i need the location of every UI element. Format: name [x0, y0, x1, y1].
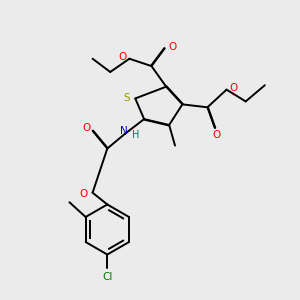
Text: O: O	[168, 42, 176, 52]
Text: O: O	[118, 52, 126, 62]
Text: O: O	[82, 123, 90, 133]
Text: Cl: Cl	[102, 272, 112, 282]
Text: O: O	[230, 83, 238, 93]
Text: H: H	[133, 130, 140, 140]
Text: N: N	[120, 126, 128, 136]
Text: O: O	[212, 130, 220, 140]
Text: O: O	[80, 189, 88, 199]
Text: S: S	[124, 94, 130, 103]
